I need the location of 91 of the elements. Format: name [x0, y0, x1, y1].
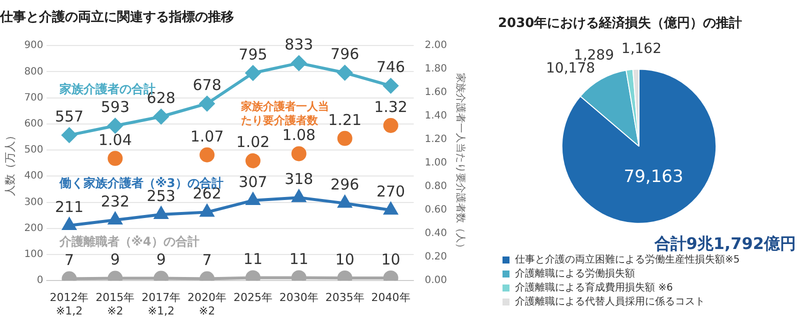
data-label: 296 — [330, 176, 360, 194]
y2-axis-title: 家族介護者一人当たり要介護者数（人） — [454, 73, 466, 254]
y2-tick-label: 0.80 — [424, 181, 447, 192]
data-label: 9 — [156, 250, 166, 269]
x-tick-label: 2012年 ※1,2 — [50, 291, 89, 318]
y2-tick-label: 0.00 — [424, 275, 447, 286]
point — [200, 96, 215, 112]
y2-tick-label: 1.00 — [424, 158, 447, 169]
y-tick-label: 900 — [24, 40, 44, 52]
point — [154, 109, 169, 124]
y-tick-label: 300 — [24, 196, 44, 208]
data-label: 10 — [335, 250, 354, 268]
x-tick-label: 2015年 ※2 — [96, 291, 135, 318]
point — [384, 202, 398, 215]
y2-tick-label: 0.20 — [424, 252, 447, 263]
legend-label: 介護離職による代替人員採用に係るコスト — [515, 296, 705, 308]
point — [338, 196, 352, 208]
y-tick-label: 800 — [24, 66, 44, 78]
data-label: 1.08 — [282, 126, 316, 144]
x-tick-label: 2020年 ※2 — [188, 291, 227, 318]
y2-tick-label: 1.60 — [424, 87, 447, 98]
y2-tick-label: 0.40 — [424, 228, 447, 240]
point — [292, 190, 306, 202]
y2-tick-label: 1.80 — [424, 64, 447, 75]
point — [291, 146, 306, 162]
data-label: 211 — [54, 198, 84, 216]
y-tick-label: 200 — [24, 222, 44, 234]
chart-title: 2030年における経済損失（億円）の推計 — [498, 15, 742, 32]
y2-tick-label: 0.60 — [424, 204, 447, 216]
y-tick-label: 400 — [24, 170, 44, 182]
point — [245, 66, 260, 81]
point — [337, 65, 352, 80]
x-tick-label: 2030年 — [279, 291, 318, 304]
x-tick-label: 2025年 — [233, 291, 272, 304]
data-label: 307 — [238, 172, 268, 191]
legend-label: 仕事と介護の両立困難による労働生産性損失額※5 — [515, 254, 740, 266]
data-label: 796 — [330, 45, 360, 64]
legend-label: 介護離職による労働損失額 — [515, 268, 635, 280]
data-label: 270 — [376, 182, 406, 200]
data-label: 795 — [238, 45, 268, 64]
data-label: 10,178 — [546, 60, 596, 76]
point — [62, 128, 77, 143]
y-tick-label: 500 — [24, 144, 44, 156]
y2-tick-label: 1.20 — [424, 134, 447, 146]
point — [246, 192, 260, 205]
data-label: 1.02 — [236, 133, 270, 152]
data-label: 11 — [243, 250, 263, 268]
point — [200, 204, 214, 217]
data-label: 557 — [54, 108, 84, 126]
point — [337, 130, 352, 146]
y-tick-label: 100 — [24, 249, 44, 260]
data-label: 746 — [376, 58, 406, 76]
data-label: 1.07 — [190, 127, 224, 146]
data-label: 318 — [284, 170, 314, 188]
data-label: 1.21 — [328, 110, 362, 129]
y-tick-label: 700 — [24, 92, 44, 104]
point — [383, 118, 398, 133]
point — [383, 78, 398, 94]
point — [245, 153, 260, 168]
data-label: 232 — [100, 192, 130, 210]
x-tick-label: 2035年 — [325, 291, 364, 304]
data-label: 1.32 — [374, 98, 408, 116]
data-label: 1.04 — [98, 130, 132, 149]
data-label: 1,162 — [621, 40, 662, 57]
data-label: 7 — [202, 251, 212, 270]
y2-tick-label: 1.40 — [424, 110, 447, 122]
point — [154, 207, 168, 220]
point — [62, 218, 76, 230]
point — [108, 212, 122, 225]
series-label: 家族介護者一人当たり要介護者数 — [240, 100, 329, 128]
y-axis-title: 人数（万人） — [3, 130, 16, 196]
y-tick-label: 600 — [24, 118, 44, 130]
data-label: 79,163 — [624, 167, 684, 188]
point — [108, 118, 123, 134]
x-tick-label: 2017年 ※1,2 — [142, 291, 181, 318]
data-label: 593 — [100, 98, 130, 116]
y2-tick-label: 2.00 — [424, 40, 447, 52]
y-tick-label: 0 — [36, 275, 44, 286]
text: 合計9兆1,792億円 — [653, 234, 796, 254]
point — [291, 56, 306, 71]
data-label: 678 — [192, 76, 222, 94]
data-label: 11 — [289, 250, 308, 268]
data-label: 833 — [284, 35, 314, 54]
point — [108, 150, 123, 166]
data-label: 10 — [381, 250, 400, 268]
x-tick-label: 2040年 — [371, 291, 410, 304]
legend-label: 介護離職による育成費用損失額 ※6 — [515, 282, 673, 294]
point — [200, 147, 215, 162]
data-label: 7 — [64, 251, 74, 270]
data-label: 9 — [110, 250, 120, 269]
text: 介護離職者（※4）の合計 — [58, 234, 200, 248]
